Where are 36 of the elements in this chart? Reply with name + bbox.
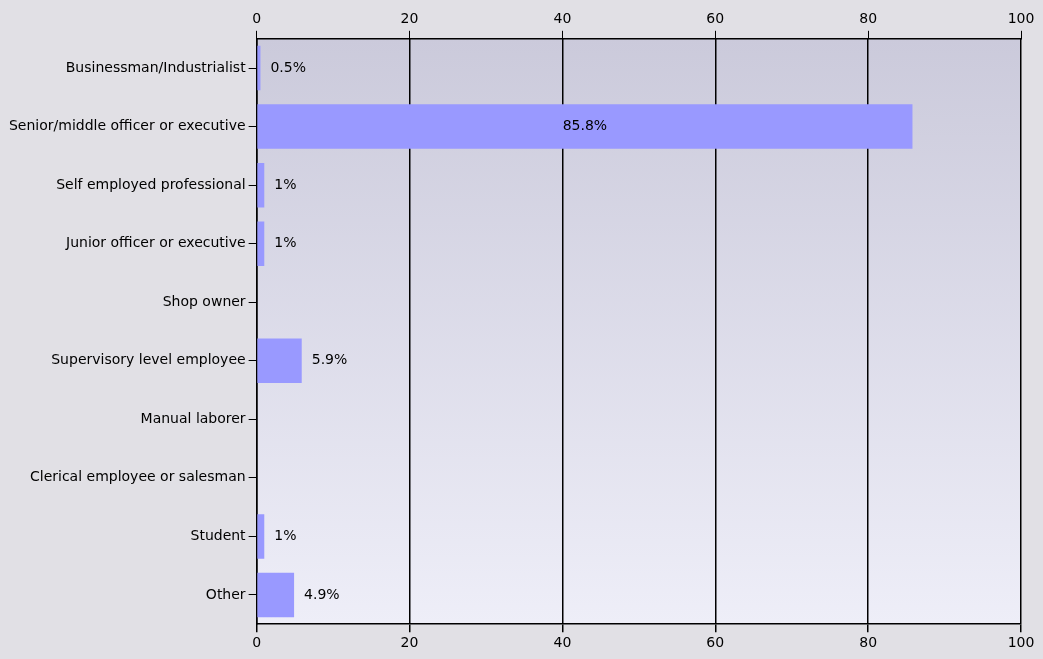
data-label: 1% — [274, 234, 297, 251]
x-tick-label: 80 — [859, 10, 878, 27]
y-tick-label: Manual laborer — [140, 409, 246, 426]
y-tick-label: Student — [190, 527, 247, 544]
x2-tick-label: 80 — [859, 634, 878, 651]
y-tick-label: Supervisory level employee — [51, 351, 246, 368]
y-tick-label: Businessman/Industrialist — [65, 58, 247, 75]
bar — [257, 338, 302, 384]
bar — [257, 572, 295, 618]
x2-tick-label: 100 — [1007, 634, 1035, 651]
y-tick-label: Other — [205, 585, 246, 602]
x-tick-label: 100 — [1007, 10, 1035, 27]
data-label: 0.5% — [270, 58, 307, 75]
bar — [257, 221, 265, 266]
x-tick-label: 60 — [706, 10, 725, 27]
bar — [257, 162, 265, 208]
y-tick-label: Clerical employee or salesman — [29, 468, 246, 485]
x2-tick-label: 40 — [553, 634, 572, 651]
data-label: 85.8% — [562, 117, 608, 134]
data-label: 4.9% — [304, 585, 340, 602]
x2-tick-label: 0 — [252, 634, 262, 651]
y-tick-label: Shop owner — [162, 292, 246, 309]
y-tick-label: Junior officer or executive — [65, 234, 246, 251]
x2-tick-label: 20 — [400, 634, 419, 651]
bar — [257, 45, 261, 91]
data-label: 1% — [274, 175, 297, 192]
bar — [257, 104, 913, 149]
y-tick-label: Senior/middle officer or executive — [8, 117, 246, 134]
x-tick-label: 20 — [400, 10, 419, 27]
data-label: 5.9% — [311, 351, 348, 368]
bar — [257, 514, 265, 559]
x-tick-label: 40 — [553, 10, 572, 27]
x2-tick-label: 60 — [706, 634, 725, 651]
data-label: 1% — [274, 527, 297, 544]
y-tick-label: Self employed professional — [56, 175, 246, 192]
x-tick-label: 0 — [252, 10, 262, 27]
